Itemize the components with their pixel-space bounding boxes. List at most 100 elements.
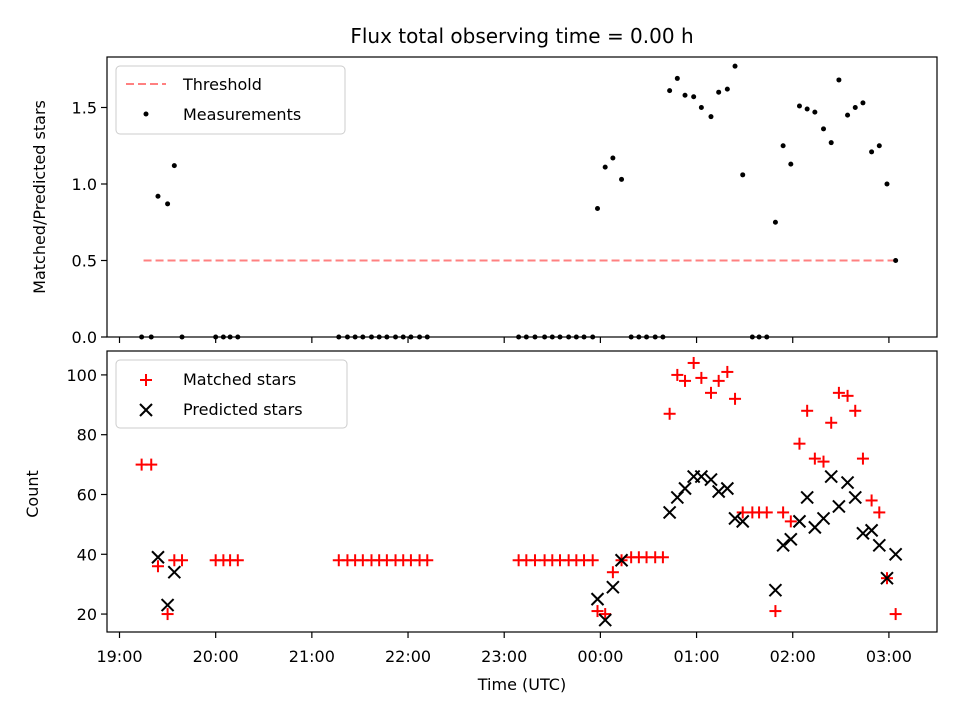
predicted-star-point <box>598 613 612 627</box>
predicted-star-stroke <box>792 514 807 529</box>
predicted-star-stroke <box>704 472 718 487</box>
predicted-star-stroke <box>711 484 726 499</box>
predicted-star-stroke <box>614 553 629 567</box>
top-y-axis-label: Matched/Predicted stars <box>30 100 49 294</box>
predicted-star-point <box>662 505 677 520</box>
matched-star-point <box>606 566 619 579</box>
predicted-star-point <box>694 469 709 484</box>
predicted-star-point <box>784 532 798 547</box>
predicted-star-point <box>840 475 855 490</box>
matched-star-point <box>784 515 797 528</box>
matched-star-point <box>817 455 830 468</box>
measurement-point <box>155 193 161 199</box>
measurement-point <box>619 176 625 182</box>
matched-star-point <box>808 452 821 465</box>
measurement-point <box>667 88 673 94</box>
predicted-star-stroke <box>736 514 750 529</box>
matched-star-point <box>671 368 684 381</box>
matched-star-point <box>849 404 862 417</box>
predicted-star-stroke <box>678 481 692 496</box>
top-x-ticks <box>118 337 890 343</box>
top-axes-frame <box>106 56 938 338</box>
predicted-star-stroke <box>816 511 831 526</box>
matched-star-point <box>663 407 676 420</box>
predicted-star-point <box>606 580 620 594</box>
measurement-point <box>732 63 738 69</box>
legend-predicted-swatch <box>139 403 153 417</box>
predicted-star-stroke <box>800 490 814 505</box>
top-panel: 0.0 0.5 1.0 1.5 Matched/Predicted stars Thr… <box>30 56 938 347</box>
measurement-point <box>780 143 786 149</box>
predicted-star-stroke <box>832 499 846 514</box>
predicted-star-stroke <box>151 550 165 564</box>
measurement-point <box>165 201 171 207</box>
bottom-y-axis-label: Count <box>23 470 42 518</box>
matched-star-point <box>760 506 773 519</box>
measurement-point <box>716 89 722 95</box>
bottom-axes-frame <box>106 350 938 633</box>
bottom-plot-marks <box>135 356 903 627</box>
x-tick-label: 02:00 <box>770 647 816 666</box>
bottom-y-tick-label: 100 <box>66 366 97 385</box>
predicted-star-point <box>678 481 692 496</box>
matched-star-point <box>591 605 604 618</box>
matched-star-point <box>841 389 854 402</box>
measurement-point <box>788 161 794 167</box>
x-axis-label: Time (UTC) <box>477 675 566 694</box>
predicted-star-stroke <box>784 532 798 547</box>
predicted-star-stroke <box>728 511 742 526</box>
matched-star-point <box>161 608 174 621</box>
measurement-point <box>796 103 802 109</box>
bottom-legend: Matched stars Predicted stars <box>115 359 348 429</box>
predicted-star-stroke <box>160 598 175 612</box>
measurement-point <box>845 112 851 118</box>
bottom-y-ticks: 20 40 60 80 100 <box>66 366 107 624</box>
measurement-point <box>828 140 834 146</box>
measurement-point <box>691 94 697 100</box>
matched-star-point <box>704 386 717 399</box>
measurement-point <box>812 109 818 115</box>
predicted-star-point <box>832 499 846 514</box>
predicted-star-stroke <box>888 547 903 561</box>
measurement-point <box>884 181 890 187</box>
predicted-star-point <box>151 550 165 564</box>
legend-matched-swatch <box>140 374 152 386</box>
predicted-star-point <box>704 472 718 487</box>
measurement-point <box>772 219 778 225</box>
matched-star-point <box>679 374 692 387</box>
bottom-y-tick-label: 20 <box>77 605 97 624</box>
legend-matched-label: Matched stars <box>183 370 296 389</box>
predicted-star-stroke <box>840 475 855 490</box>
predicted-star-point <box>880 571 894 585</box>
top-y-tick-label: 0.5 <box>72 251 97 270</box>
predicted-star-stroke <box>590 592 605 606</box>
predicted-star-point <box>768 583 783 597</box>
predicted-star-stroke <box>606 580 620 594</box>
measurement-point <box>594 205 600 211</box>
matched-star-point <box>712 374 725 387</box>
legend-threshold-label: Threshold <box>182 75 262 94</box>
matched-star-point <box>729 392 742 405</box>
bottom-y-tick-label: 40 <box>77 545 97 564</box>
matched-star-point <box>793 437 806 450</box>
predicted-star-point <box>728 511 742 526</box>
measurement-point <box>821 126 827 132</box>
measurement-point <box>602 164 608 170</box>
measurement-point <box>836 77 842 83</box>
predicted-star-point <box>872 538 887 553</box>
matched-star-point <box>656 551 669 564</box>
measurement-point <box>708 114 714 120</box>
x-tick-label: 20:00 <box>193 647 239 666</box>
predicted-star-point <box>824 469 838 484</box>
predicted-star-point <box>590 592 605 606</box>
matched-star-point <box>769 605 782 618</box>
matched-star-point <box>599 608 612 621</box>
matched-star-point <box>151 560 164 573</box>
predicted-star-stroke <box>768 583 783 597</box>
legend-predicted-label: Predicted stars <box>183 400 303 419</box>
predicted-star-point <box>864 523 879 538</box>
chart-title: Flux total observing time = 0.00 h <box>350 24 693 48</box>
matched-star-point <box>832 386 845 399</box>
predicted-star-stroke <box>720 481 735 496</box>
predicted-star-stroke <box>694 469 709 484</box>
